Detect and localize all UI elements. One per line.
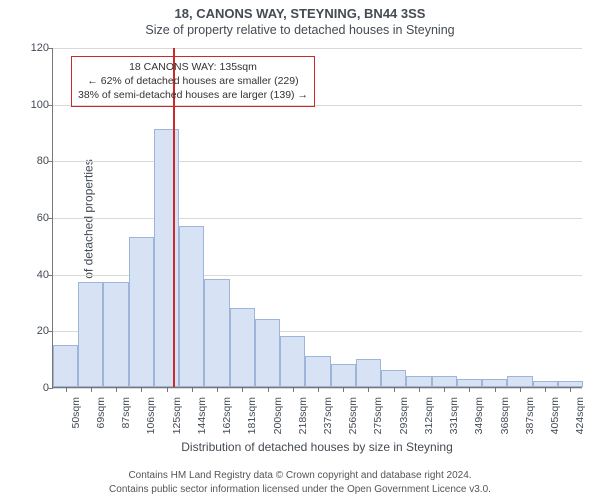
x-tick-label: 218sqm — [297, 394, 309, 434]
footer-line-2: Contains public sector information licen… — [0, 483, 600, 497]
y-tick-mark — [48, 218, 53, 219]
y-tick-label: 80 — [21, 155, 49, 167]
annotation-line: 18 CANONS WAY: 135sqm — [78, 60, 308, 74]
y-tick-label: 120 — [21, 42, 49, 54]
footer-line-1: Contains HM Land Registry data © Crown c… — [0, 469, 600, 483]
histogram-bar — [78, 282, 103, 387]
histogram-bar — [154, 129, 179, 387]
x-tick-label: 349sqm — [473, 394, 485, 434]
gridline — [53, 48, 582, 49]
x-tick-mark — [141, 387, 142, 392]
histogram-bar — [482, 379, 507, 388]
x-tick-mark — [116, 387, 117, 392]
y-tick-label: 20 — [21, 325, 49, 337]
histogram-bar — [103, 282, 128, 387]
x-tick-label: 368sqm — [499, 394, 511, 434]
annotation-box: 18 CANONS WAY: 135sqm← 62% of detached h… — [71, 56, 315, 107]
x-tick-label: 256sqm — [347, 394, 359, 434]
x-tick-label: 181sqm — [246, 394, 258, 434]
x-tick-mark — [242, 387, 243, 392]
y-tick-mark — [48, 161, 53, 162]
x-tick-mark — [520, 387, 521, 392]
x-tick-mark — [91, 387, 92, 392]
histogram-bar — [280, 336, 305, 387]
x-tick-label: 87sqm — [120, 394, 132, 429]
x-tick-label: 50sqm — [70, 394, 82, 429]
y-tick-mark — [48, 331, 53, 332]
x-tick-label: 405sqm — [549, 394, 561, 434]
y-tick-mark — [48, 105, 53, 106]
x-tick-label: 106sqm — [145, 394, 157, 434]
histogram-bar — [204, 279, 229, 387]
histogram-bar — [356, 359, 381, 387]
gridline — [53, 161, 582, 162]
annotation-line: ← 62% of detached houses are smaller (22… — [78, 74, 308, 88]
x-axis-label: Distribution of detached houses by size … — [52, 440, 582, 454]
histogram-bar — [507, 376, 532, 387]
y-tick-label: 100 — [21, 99, 49, 111]
y-tick-mark — [48, 48, 53, 49]
y-tick-label: 60 — [21, 212, 49, 224]
x-tick-mark — [343, 387, 344, 392]
x-tick-label: 237sqm — [322, 394, 334, 434]
x-tick-mark — [570, 387, 571, 392]
histogram-bar — [230, 308, 255, 387]
x-tick-label: 200sqm — [272, 394, 284, 434]
page-title: 18, CANONS WAY, STEYNING, BN44 3SS — [0, 0, 600, 21]
x-tick-mark — [268, 387, 269, 392]
x-tick-mark — [66, 387, 67, 392]
x-tick-mark — [444, 387, 445, 392]
histogram-bar — [179, 226, 204, 388]
x-tick-label: 387sqm — [524, 394, 536, 434]
plot-region: 02040608010012050sqm69sqm87sqm106sqm125s… — [52, 48, 582, 388]
x-tick-mark — [545, 387, 546, 392]
x-tick-label: 275sqm — [372, 394, 384, 434]
chart-area: Number of detached properties 0204060801… — [0, 42, 600, 442]
y-tick-mark — [48, 275, 53, 276]
x-tick-label: 69sqm — [95, 394, 107, 429]
x-tick-mark — [167, 387, 168, 392]
page-subtitle: Size of property relative to detached ho… — [0, 21, 600, 41]
y-tick-label: 0 — [21, 382, 49, 394]
x-tick-label: 125sqm — [171, 394, 183, 434]
x-tick-mark — [192, 387, 193, 392]
x-tick-mark — [419, 387, 420, 392]
x-tick-mark — [368, 387, 369, 392]
gridline — [53, 218, 582, 219]
histogram-bar — [305, 356, 330, 387]
x-tick-mark — [318, 387, 319, 392]
x-tick-label: 162sqm — [221, 394, 233, 434]
x-tick-mark — [469, 387, 470, 392]
histogram-bar — [457, 379, 482, 388]
x-tick-mark — [217, 387, 218, 392]
histogram-bar — [381, 370, 406, 387]
x-tick-label: 144sqm — [196, 394, 208, 434]
histogram-bar — [432, 376, 457, 387]
attribution-footer: Contains HM Land Registry data © Crown c… — [0, 469, 600, 496]
histogram-bar — [406, 376, 431, 387]
histogram-bar — [129, 237, 154, 387]
histogram-bar — [331, 364, 356, 387]
x-tick-mark — [394, 387, 395, 392]
y-tick-label: 40 — [21, 269, 49, 281]
histogram-bar — [53, 345, 78, 388]
annotation-line: 38% of semi-detached houses are larger (… — [78, 88, 308, 102]
y-tick-mark — [48, 388, 53, 389]
x-tick-mark — [495, 387, 496, 392]
x-tick-label: 293sqm — [398, 394, 410, 434]
histogram-bar — [255, 319, 280, 387]
x-tick-label: 331sqm — [448, 394, 460, 434]
x-tick-label: 424sqm — [574, 394, 586, 434]
x-tick-mark — [293, 387, 294, 392]
x-tick-label: 312sqm — [423, 394, 435, 434]
